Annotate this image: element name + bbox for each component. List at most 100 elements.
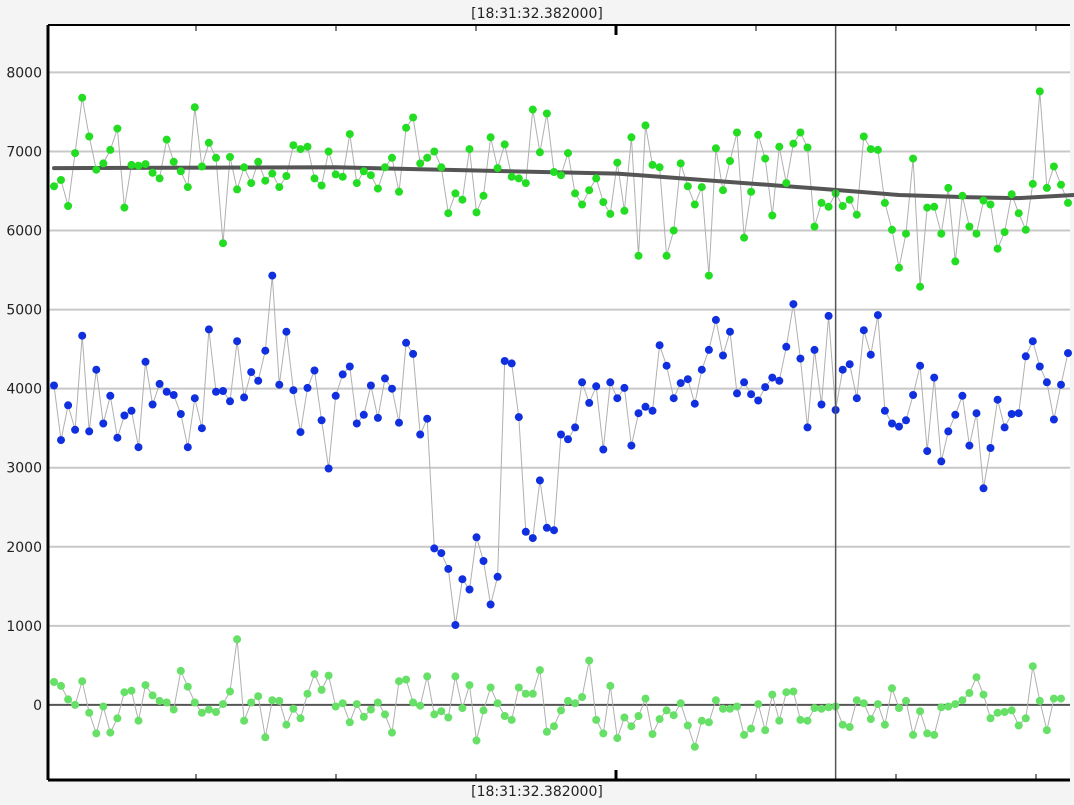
series-1-point-82 bbox=[627, 441, 636, 450]
y-tick-label-2000: 2000 bbox=[6, 540, 42, 556]
series-1-point-142 bbox=[1049, 415, 1058, 424]
series-2-point-32 bbox=[275, 696, 284, 705]
series-0-point-83 bbox=[634, 251, 643, 260]
series-1-point-4 bbox=[78, 331, 87, 340]
series-1-point-92 bbox=[697, 365, 706, 374]
series-2-point-5 bbox=[85, 708, 94, 717]
series-2-point-66 bbox=[514, 683, 523, 692]
series-1-point-73 bbox=[564, 435, 572, 444]
series-0-point-9 bbox=[113, 124, 122, 133]
series-1-point-105 bbox=[789, 300, 798, 309]
series-1-point-8 bbox=[106, 391, 115, 400]
series-0-point-113 bbox=[845, 195, 854, 204]
series-0-point-103 bbox=[775, 142, 784, 151]
y-tick-label-3000: 3000 bbox=[6, 461, 42, 477]
series-1-point-38 bbox=[317, 416, 326, 425]
series-2-point-80 bbox=[613, 734, 622, 743]
series-2-point-127 bbox=[944, 702, 953, 711]
series-0-point-27 bbox=[240, 163, 249, 172]
series-1-point-40 bbox=[331, 391, 340, 400]
series-0-point-11 bbox=[127, 160, 136, 169]
series-0-point-30 bbox=[261, 176, 270, 185]
series-0-point-91 bbox=[690, 200, 699, 209]
series-2-point-126 bbox=[937, 703, 946, 712]
series-2-point-110 bbox=[824, 703, 833, 712]
series-1-point-106 bbox=[796, 354, 805, 363]
series-2-point-25 bbox=[226, 687, 234, 696]
series-1-point-129 bbox=[958, 391, 967, 400]
series-0-point-77 bbox=[592, 174, 601, 183]
series-0-point-141 bbox=[1042, 183, 1051, 192]
series-2-point-96 bbox=[726, 704, 734, 713]
series-2-point-95 bbox=[719, 704, 727, 713]
series-2-point-101 bbox=[761, 726, 770, 735]
series-0-point-85 bbox=[648, 160, 657, 169]
series-1-point-137 bbox=[1014, 409, 1023, 418]
series-1-point-66 bbox=[514, 413, 523, 422]
series-0-point-26 bbox=[233, 185, 242, 194]
series-1-point-32 bbox=[275, 380, 284, 389]
series-2-point-24 bbox=[219, 700, 227, 709]
series-0-point-51 bbox=[409, 113, 418, 122]
series-1-point-1 bbox=[57, 436, 65, 445]
series-1-point-42 bbox=[345, 362, 354, 371]
series-1-point-132 bbox=[979, 484, 988, 493]
series-1-point-5 bbox=[85, 427, 94, 436]
series-2-point-139 bbox=[1028, 662, 1037, 671]
series-1-point-127 bbox=[944, 427, 953, 436]
series-1-point-37 bbox=[310, 366, 319, 375]
series-0-point-143 bbox=[1057, 180, 1065, 189]
series-0-point-60 bbox=[472, 208, 481, 217]
series-2-point-109 bbox=[817, 704, 826, 713]
series-1-point-55 bbox=[437, 549, 446, 558]
series-1-point-20 bbox=[190, 394, 199, 403]
series-2-point-55 bbox=[437, 707, 446, 716]
series-1-point-34 bbox=[289, 386, 298, 395]
series-0-point-44 bbox=[359, 167, 368, 176]
series-0-point-96 bbox=[726, 157, 734, 165]
series-2-point-53 bbox=[423, 672, 432, 681]
series-2-point-36 bbox=[303, 689, 312, 698]
series-1-point-39 bbox=[324, 464, 333, 473]
series-2-point-22 bbox=[204, 705, 213, 714]
series-0-point-59 bbox=[465, 145, 474, 154]
series-0-point-140 bbox=[1035, 87, 1044, 96]
series-1-point-7 bbox=[99, 419, 108, 428]
series-0-point-49 bbox=[395, 187, 403, 196]
series-1-point-27 bbox=[240, 393, 249, 402]
series-0-point-105 bbox=[789, 139, 798, 148]
series-1-point-133 bbox=[986, 444, 995, 452]
series-2-point-84 bbox=[641, 694, 650, 703]
series-2-point-45 bbox=[366, 705, 375, 714]
series-1-point-93 bbox=[704, 345, 713, 354]
series-2-point-13 bbox=[141, 681, 150, 690]
series-1-point-108 bbox=[810, 345, 819, 354]
series-2-point-23 bbox=[212, 708, 220, 716]
series-1-point-67 bbox=[521, 527, 530, 536]
series-2-point-125 bbox=[930, 730, 939, 739]
series-1-point-110 bbox=[824, 311, 833, 320]
series-2-point-62 bbox=[486, 683, 495, 692]
y-tick-label-5000: 5000 bbox=[6, 303, 42, 319]
series-2-point-76 bbox=[585, 656, 594, 665]
series-1-point-46 bbox=[373, 413, 382, 422]
series-1-point-144 bbox=[1064, 349, 1072, 358]
series-1-point-122 bbox=[909, 391, 918, 399]
series-0-point-45 bbox=[366, 171, 375, 180]
series-1-point-70 bbox=[542, 523, 551, 532]
trend-line bbox=[52, 165, 1074, 201]
series-1-point-143 bbox=[1057, 380, 1065, 389]
series-2-point-99 bbox=[747, 724, 756, 733]
series-1-point-140 bbox=[1035, 362, 1044, 371]
series-1-point-77 bbox=[592, 382, 601, 391]
series-2-point-7 bbox=[99, 702, 108, 711]
series-2-point-54 bbox=[430, 710, 439, 719]
series-1-point-96 bbox=[726, 327, 734, 336]
series-1-point-23 bbox=[212, 387, 220, 396]
series-2-point-107 bbox=[803, 716, 812, 725]
series-2-point-138 bbox=[1021, 714, 1030, 723]
series-0-point-14 bbox=[148, 168, 157, 177]
series-1-point-0 bbox=[50, 381, 58, 390]
